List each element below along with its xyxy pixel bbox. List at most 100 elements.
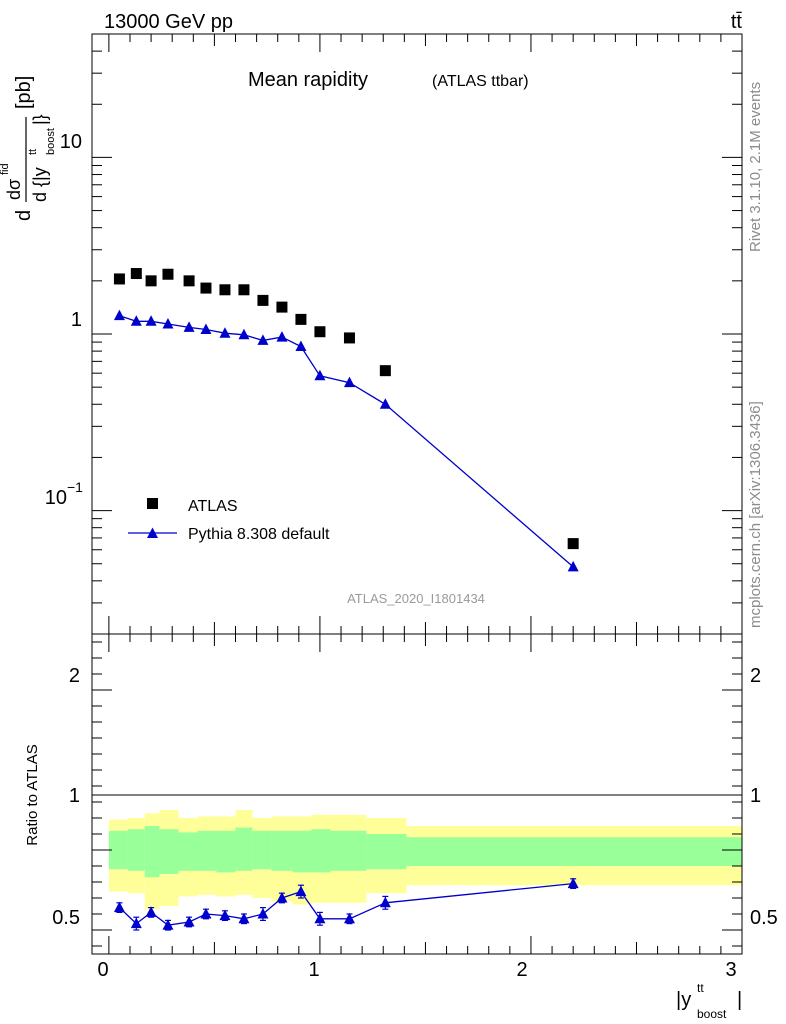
inner-uncertainty-band: [216, 830, 236, 873]
legend-pythia-label: Pythia 8.308 default: [188, 526, 330, 543]
y-axis-label-prefix: d: [13, 210, 35, 221]
atlas-data-point: [162, 268, 174, 280]
ratio-data-point: [130, 917, 142, 929]
inner-uncertainty-band: [271, 830, 293, 871]
legend-pythia-marker: [147, 527, 158, 538]
x-axis-label-sub: boost: [697, 1007, 727, 1021]
main-panel-ticks: [92, 33, 743, 635]
ratio-y-tick-label-0.5: 0.5: [52, 907, 80, 929]
y-axis-label-unit: [pb]: [13, 76, 35, 109]
plot-subtitle: (ATLAS ttbar): [432, 73, 529, 90]
ratio-data-point: [567, 877, 579, 889]
atlas-data-point: [295, 313, 307, 325]
ratio-data-point: [183, 916, 195, 927]
process-label: tt̄: [731, 11, 743, 33]
ratio-y-tick-label-2: 2: [69, 665, 80, 687]
atlas-data-point: [130, 268, 142, 280]
analysis-tag: ATLAS_2020_I1801434: [347, 591, 485, 606]
y-axis-label-denominator: d {|y: [30, 167, 50, 202]
ratio-panel-frame: [91, 633, 743, 955]
main-panel-frame: [91, 33, 743, 635]
atlas-data-point: [113, 273, 125, 285]
x-tick-label-2: 2: [516, 959, 527, 981]
inner-uncertainty-band: [406, 837, 742, 866]
ratio-data-point: [238, 912, 250, 924]
pythia-data-point: [200, 323, 212, 335]
pythia-data-point: [183, 321, 195, 332]
pythia-data-point: [130, 315, 142, 326]
ratio-data-point: [113, 901, 125, 913]
inner-uncertainty-band: [127, 829, 145, 871]
inner-uncertainty-band: [311, 829, 331, 873]
ratio-y-tick-label-1: 1: [69, 785, 80, 807]
ratio-y-tick-label-right-0.5: 0.5: [750, 907, 778, 929]
x-tick-label-3: 3: [725, 959, 736, 981]
atlas-data-point: [200, 282, 212, 294]
y-axis-label: d dσ fid d {|y tt boost |} [pb]: [0, 76, 57, 221]
y-axis-label-numerator: dσ: [4, 179, 24, 200]
y-axis-label-numerator-sup: fid: [0, 163, 11, 175]
pythia-data-point: [162, 317, 174, 329]
inner-uncertainty-band: [178, 832, 198, 871]
ratio-data-point: [379, 896, 391, 908]
pythia-data-point: [276, 331, 288, 342]
main-panel: Mean rapidity (ATLAS ttbar) 10 1 10 −1 d…: [0, 33, 743, 635]
x-axis-label-base: |y: [676, 989, 691, 1011]
ratio-data-point: [314, 912, 326, 924]
y-tick-label-10: 10: [60, 131, 82, 153]
ratio-panel: 2 1 0.5 2 1 0.5 Ratio to ATLAS 0 1 2 3 |…: [24, 633, 778, 1021]
legend-atlas-label: ATLAS: [188, 498, 238, 515]
atlas-data-point: [567, 538, 579, 550]
legend-atlas-marker: [147, 498, 158, 509]
ratio-data-point: [145, 906, 157, 917]
y-axis-label-denominator-sup: tt: [27, 149, 39, 155]
x-tick-label-1: 1: [308, 959, 319, 981]
ratio-data-point: [219, 909, 231, 921]
ratio-uncertainty-bands: [108, 810, 742, 910]
ratio-data-point: [162, 919, 174, 930]
x-tick-label-0: 0: [97, 959, 108, 981]
inner-uncertainty-band: [252, 830, 272, 870]
ratio-panel-ticks: [92, 634, 743, 954]
atlas-data-point: [314, 326, 326, 338]
ratio-data-point: [257, 908, 269, 919]
ratio-y-tick-label-right-2: 2: [750, 665, 761, 687]
plot-title: Mean rapidity: [248, 69, 368, 91]
atlas-data-point: [219, 284, 231, 296]
atlas-data-point: [276, 301, 288, 313]
legend: ATLAS Pythia 8.308 default: [128, 498, 330, 543]
x-axis-label: |y tt boost |: [676, 981, 742, 1021]
inner-uncertainty-band: [108, 830, 128, 870]
atlas-data-point: [238, 284, 250, 296]
x-axis-label-close: |: [737, 989, 742, 1011]
atlas-data-point: [183, 275, 195, 287]
pythia-data-point: [113, 309, 125, 321]
atlas-data-point: [343, 332, 355, 344]
pythia-data-point: [238, 328, 250, 340]
inner-uncertainty-band: [235, 827, 253, 871]
pythia-data-point: [145, 315, 157, 326]
inner-uncertainty-band: [330, 830, 367, 871]
inner-uncertainty-band: [144, 826, 160, 878]
ratio-data-point: [276, 892, 288, 903]
x-axis-label-sup: tt: [697, 981, 704, 995]
inner-uncertainty-band: [292, 830, 312, 873]
atlas-data-point: [257, 294, 269, 306]
ratio-y-axis-label: Ratio to ATLAS: [24, 744, 41, 845]
pythia-data-point: [295, 340, 307, 351]
energy-label: 13000 GeV pp: [104, 11, 233, 33]
main-panel-marks: [113, 268, 579, 572]
mcplots-label: mcplots.cern.ch [arXiv:1306.3436]: [747, 401, 764, 628]
pythia-data-point: [343, 376, 355, 388]
inner-uncertainty-band: [159, 829, 179, 874]
inner-uncertainty-band: [197, 830, 217, 871]
y-tick-label-1: 1: [71, 309, 82, 331]
pythia-data-point: [314, 369, 326, 381]
atlas-data-point: [145, 275, 157, 287]
atlas-data-point: [379, 365, 391, 377]
y-tick-label-exponent: −1: [67, 479, 83, 495]
pythia-data-point: [219, 327, 231, 338]
y-axis-label-denominator-sub: boost: [45, 128, 57, 155]
ratio-panel-marks: [113, 877, 579, 931]
ratio-data-point: [343, 912, 355, 924]
